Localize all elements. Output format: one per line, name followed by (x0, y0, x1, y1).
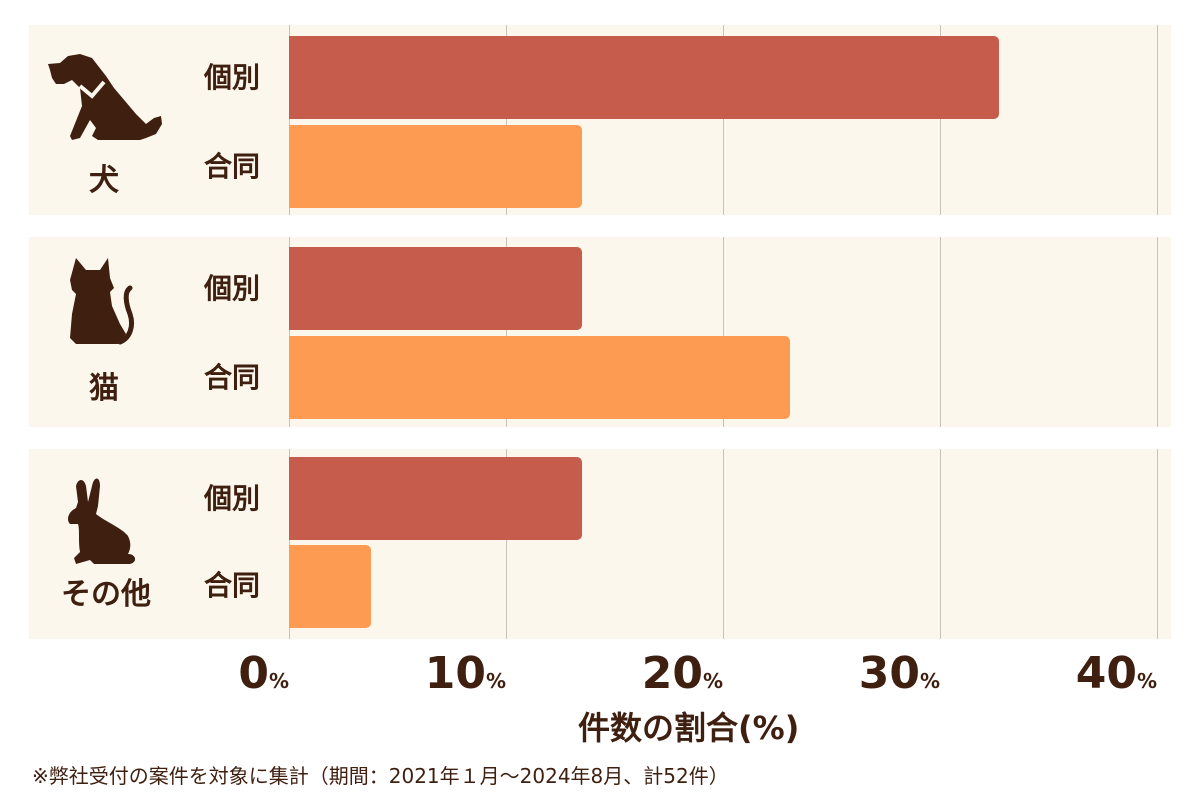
x-tick-0: 0% (238, 648, 289, 699)
gridline (940, 449, 941, 639)
gridline (940, 237, 941, 427)
group-panel-other (29, 449, 1171, 639)
x-tick-30: 30% (858, 648, 940, 699)
series-label-godo: 合同 (204, 361, 261, 394)
bar-other-godo (289, 545, 371, 628)
gridline (289, 237, 290, 427)
gridline (1157, 449, 1158, 639)
bar-cat-kobetsu (289, 247, 582, 330)
gridline (506, 25, 507, 215)
x-tick-10: 10% (424, 648, 506, 699)
x-tick-40: 40% (1075, 648, 1157, 699)
gridline (1157, 25, 1158, 215)
dog-icon (48, 54, 162, 140)
series-label-godo: 合同 (204, 150, 261, 183)
gridline (1157, 237, 1158, 427)
bar-dog-kobetsu (289, 36, 999, 119)
series-label-kobetsu: 個別 (204, 272, 261, 305)
series-label-kobetsu: 個別 (204, 482, 261, 515)
rabbit-icon (68, 478, 136, 564)
cat-icon (70, 258, 135, 345)
series-label-kobetsu: 個別 (204, 61, 261, 94)
bar-dog-godo (289, 125, 582, 208)
series-label-godo: 合同 (204, 569, 261, 602)
x-axis-label: 件数の割合(%) (578, 709, 800, 747)
category-label-dog: 犬 (89, 163, 119, 198)
bar-other-kobetsu (289, 457, 582, 540)
bar-cat-godo (289, 336, 790, 419)
category-label-other: その他 (61, 577, 151, 612)
gridline (289, 449, 290, 639)
gridline (723, 449, 724, 639)
category-label-cat: 猫 (89, 371, 119, 406)
gridline (940, 25, 941, 215)
footnote: ※弊社受付の案件を対象に集計（期間：2021年１月〜2024年8月、計52件） (32, 764, 729, 788)
gridline (723, 237, 724, 427)
gridline (506, 449, 507, 639)
gridline (289, 25, 290, 215)
gridline (723, 25, 724, 215)
gridline (506, 237, 507, 427)
x-tick-20: 20% (641, 648, 723, 699)
